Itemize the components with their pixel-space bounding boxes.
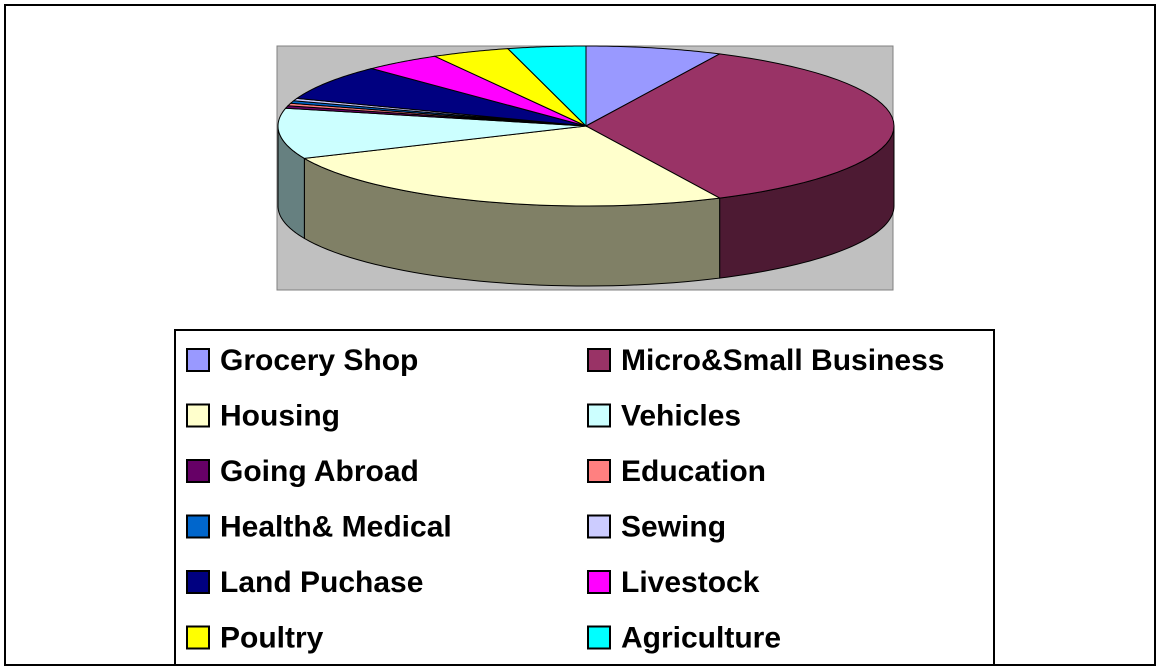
legend-label: Livestock	[621, 566, 760, 599]
legend-swatch	[186, 348, 210, 372]
legend-swatch	[186, 570, 210, 594]
slice	[369, 55, 587, 127]
legend-swatch	[186, 625, 210, 650]
legend-label: Poultry	[220, 621, 324, 654]
slice	[277, 107, 587, 159]
slice	[433, 48, 587, 127]
legend-swatch	[587, 459, 611, 483]
legend-label: Education	[621, 455, 766, 488]
legend-swatch	[587, 514, 611, 539]
legend-swatch	[587, 403, 611, 428]
legend-label: Land Puchase	[220, 566, 423, 599]
slice	[585, 45, 722, 127]
legend-label: Micro&Small Business	[621, 344, 944, 377]
legend-swatch	[186, 514, 210, 539]
slice	[584, 53, 895, 199]
legend-swatch	[186, 403, 210, 428]
legend-swatch	[587, 625, 611, 650]
legend-swatch	[587, 348, 611, 372]
slice	[506, 45, 587, 128]
legend-label: Health& Medical	[220, 510, 452, 543]
legend-label: Sewing	[621, 510, 726, 543]
slice	[295, 68, 587, 127]
legend-swatch	[587, 570, 611, 594]
legend-label: Going Abroad	[220, 455, 419, 488]
legend-swatch	[186, 459, 210, 483]
legend	[174, 329, 995, 666]
slice	[302, 125, 722, 207]
legend-label: Grocery Shop	[220, 344, 418, 377]
legend-label: Housing	[220, 399, 340, 432]
legend-label: Vehicles	[621, 399, 741, 432]
legend-label: Agriculture	[621, 621, 781, 654]
